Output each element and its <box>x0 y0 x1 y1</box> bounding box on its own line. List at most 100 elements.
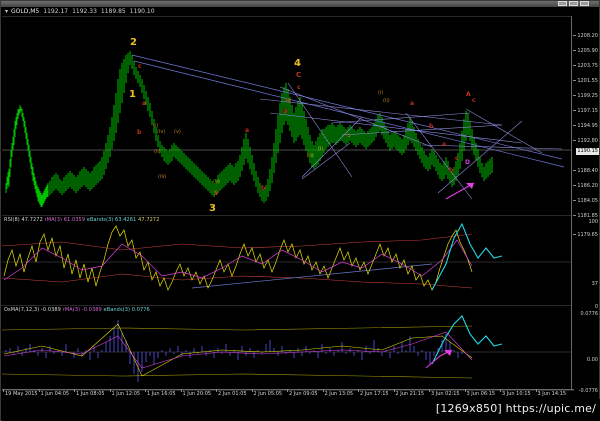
window-titlebar <box>1 1 599 7</box>
wave-label-ii[interactable]: (ii) <box>154 149 161 155</box>
price-axis-tick: 1179.65 <box>573 232 598 238</box>
maximize-button[interactable] <box>569 1 578 6</box>
rsi-axis-tick: 37 <box>591 281 598 287</box>
osma-pane-label: OsMA(7,12,3) -0.0389 rMA(3) -0.0389 eBan… <box>4 307 150 313</box>
osma-plot <box>1 315 574 382</box>
ohlc-low: 1189.85 <box>100 8 126 15</box>
wave-label-b[interactable]: b <box>429 123 434 130</box>
wave-label-v[interactable]: (v) <box>213 179 220 185</box>
wave-label-b[interactable]: b <box>347 133 351 139</box>
time-axis-label: 2 Jun 13:05 <box>322 389 354 397</box>
rsi-plot <box>1 222 574 291</box>
wave-label-D[interactable]: D <box>465 159 470 166</box>
osma-axis-tick: 0.00 <box>586 357 598 363</box>
price-axis-tick: 1188.40 <box>573 168 598 174</box>
wave-label-1[interactable]: 1 <box>129 89 136 100</box>
time-axis[interactable]: 19 May 2015 1 Jun 04:05 1 Jun 08:05 1 Jun 1… <box>2 389 574 400</box>
time-axis-label: 2 Jun 17:15 <box>358 389 389 397</box>
osma-projection[interactable] <box>425 315 503 369</box>
wave-label-b[interactable]: b <box>449 167 454 174</box>
wave-label-c[interactable]: c <box>297 84 301 91</box>
price-axis-tick: 1199.25 <box>573 93 598 99</box>
symbol-ohlc-bar: ▾ GOLD,M5 1192.17 1192.33 1189.85 1190.10 <box>1 7 599 16</box>
osma-axis-tick: -0.0776 <box>578 388 598 394</box>
price-axis-tick: 1184.05 <box>573 198 598 204</box>
time-axis-label: 1 Jun 08:05 <box>74 389 105 397</box>
osma-pane[interactable]: OsMA(7,12,3) -0.0389 rMA(3) -0.0389 eBan… <box>1 305 574 391</box>
time-axis-label: 3 Jun 06:15 <box>464 389 496 397</box>
wave-label-c[interactable]: c <box>472 97 476 104</box>
wave-label-i[interactable]: (i) <box>378 90 384 96</box>
time-axis-label: 1 Jun 20:05 <box>180 389 212 397</box>
time-axis-label: 1 Jun 04:05 <box>38 389 70 397</box>
price-plot <box>2 51 574 207</box>
price-projection-arrow[interactable] <box>445 182 475 200</box>
close-button[interactable] <box>580 1 589 6</box>
wave-label-a[interactable]: a <box>286 97 291 104</box>
osma-axis-tick: 0.0776 <box>580 311 599 317</box>
wave-label-a[interactable]: a <box>442 141 447 148</box>
time-axis-label: 3 Jun 14:15 <box>535 389 567 397</box>
wave-label-5[interactable]: 5 <box>214 190 219 197</box>
time-axis-label: 2 Jun 05:05 <box>251 389 283 397</box>
wave-label-ii[interactable]: (ii) <box>383 98 390 104</box>
wave-label-i[interactable]: (i) <box>153 123 159 129</box>
triangle-down-icon[interactable]: ▾ <box>5 8 9 15</box>
time-axis-label: 19 May 2015 <box>3 389 38 397</box>
current-price-label: 1190.15 <box>576 148 599 155</box>
ohlc-open: 1192.17 <box>43 8 69 15</box>
price-axis-tick: 1192.80 <box>573 138 598 144</box>
rsi-axis-tick: 0 <box>594 304 598 310</box>
wave-label-i[interactable]: (i) <box>318 146 324 152</box>
wave-label-C[interactable]: C <box>296 71 302 79</box>
wave-label-A[interactable]: A <box>466 91 471 98</box>
wave-label-4[interactable]: 4 <box>294 58 301 69</box>
rsi-pane-label: RSI(8) 47.7272 rMA(3) 61.0359 eBands(3) … <box>4 217 160 223</box>
wave-label-a[interactable]: a <box>245 127 250 134</box>
wave-label-a[interactable]: a <box>410 100 415 107</box>
rsi-projection[interactable] <box>431 222 503 291</box>
price-axis-tick: 1203.75 <box>573 63 598 69</box>
rsi-tail-label: 47.7272 <box>138 217 160 223</box>
wave-label-b[interactable]: b <box>137 129 142 136</box>
ohlc-close: 1190.10 <box>129 8 155 15</box>
osma-main-label: OsMA(7,12,3) -0.0389 <box>4 307 61 313</box>
time-axis-label: 2 Jun 21:15 <box>393 389 425 397</box>
wave-label-b[interactable]: b <box>283 108 288 115</box>
osma-histogram <box>5 320 463 382</box>
price-axis-tick: 1197.15 <box>573 108 598 114</box>
time-axis-label: 1 Jun 16:05 <box>145 389 176 397</box>
time-axis-label: 3 Jun 02:15 <box>429 389 460 397</box>
osma-ma-label: rMA(3) -0.0389 <box>62 307 102 313</box>
time-axis-label: 2 Jun 01:05 <box>216 389 247 397</box>
wave-label-iv[interactable]: (iv) <box>157 129 166 135</box>
wave-label-ii[interactable]: (ii) <box>307 153 314 159</box>
wave-label-b[interactable]: b <box>261 185 266 192</box>
wave-label-a[interactable]: a <box>142 100 147 107</box>
rsi-ma-label: rMA(3) 61.0359 <box>44 217 86 223</box>
price-axis-tick: 1208.20 <box>573 33 598 39</box>
ohlc-high: 1192.33 <box>72 8 97 15</box>
time-axis-label: 2 Jun 09:05 <box>287 389 318 397</box>
time-axis-label: 1 Jun 12:05 <box>109 389 141 397</box>
wave-label-2[interactable]: 2 <box>130 37 137 48</box>
minimize-button[interactable] <box>558 1 567 6</box>
price-axis-tick: 1181.85 <box>573 213 598 219</box>
bottom-strip: [1269x850] https://upic.me/ <box>2 399 600 421</box>
price-axis-tick: 1205.90 <box>573 48 598 54</box>
price-axis-tick: 1194.95 <box>573 123 598 129</box>
rsi-bands-label: eBands(3) 63.4261 <box>86 217 137 223</box>
osma-bands-label: eBands(3) 0.0776 <box>103 307 150 313</box>
rsi-main-label: RSI(8) 47.7272 <box>4 217 43 223</box>
wave-label-c[interactable]: c <box>455 155 459 162</box>
wave-label-c[interactable]: c <box>138 63 142 70</box>
wave-label-v[interactable]: (v) <box>174 129 181 135</box>
wave-label-iii[interactable]: (iii) <box>158 174 167 180</box>
trendline-group[interactable] <box>131 54 565 200</box>
wave-label-3[interactable]: 3 <box>209 203 216 214</box>
rsi-pane[interactable]: RSI(8) 47.7272 rMA(3) 61.0359 eBands(3) … <box>1 215 574 307</box>
price-axis-tick: 1201.55 <box>573 78 598 84</box>
price-axis[interactable]: 1208.20 1205.90 1203.75 1201.55 1199.25 1197.… <box>571 16 599 394</box>
